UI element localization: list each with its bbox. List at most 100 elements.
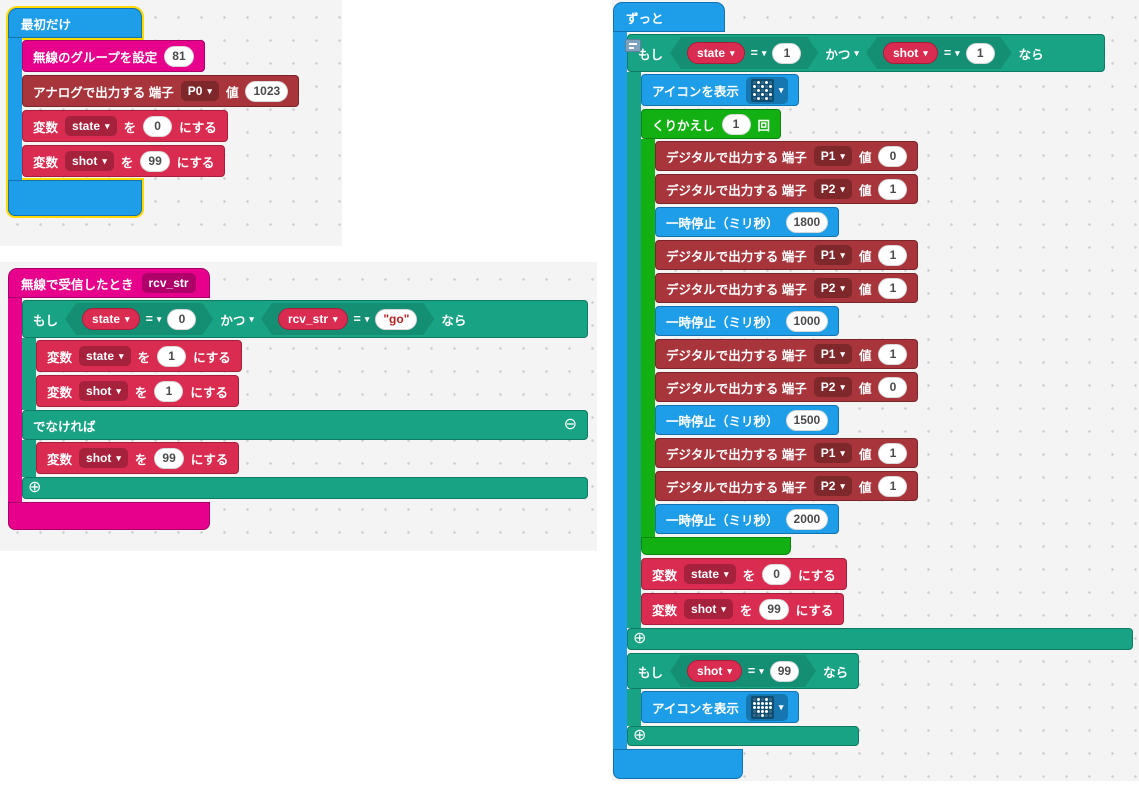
radio-set-group-block[interactable]: 無線のグループを設定 81	[22, 40, 205, 72]
set-variable-state-block[interactable]: 変数 state ▾ を 1 にする	[36, 340, 242, 372]
pin-dropdown[interactable]: P1 ▾	[813, 344, 852, 364]
if-block[interactable]: もし state ▾ = ▾ 1 かつ ▾	[627, 34, 1133, 650]
radio-param-pill[interactable]: rcv_str	[141, 273, 196, 293]
variable-pill[interactable]: state ▾	[687, 42, 745, 64]
digital-write-block[interactable]: デジタルで出力する 端子 P2 ▾ 値 0	[655, 372, 919, 402]
number-field[interactable]: 0	[878, 376, 908, 398]
on-radio-received-hat[interactable]: 無線で受信したとき rcv_str	[8, 268, 210, 298]
number-field[interactable]: 1	[772, 43, 801, 64]
on-radio-received-block[interactable]: 無線で受信したとき rcv_str もし state ▾ = ▾	[8, 268, 588, 530]
else-row[interactable]: でなければ ⊖	[22, 410, 588, 440]
value-field[interactable]: 1	[157, 345, 187, 367]
expand-plus-icon[interactable]: ⊕	[633, 630, 647, 647]
variable-dropdown[interactable]: state ▾	[684, 564, 736, 584]
repeat-block[interactable]: くりかえし 1 回 デジタルで出力する 端子 P1 ▾	[641, 109, 919, 555]
number-field[interactable]: 0	[167, 309, 196, 330]
pin-dropdown[interactable]: P2 ▾	[813, 278, 852, 298]
digital-write-block[interactable]: デジタルで出力する 端子 P1 ▾ 値 0	[655, 141, 919, 171]
number-field[interactable]: 1	[878, 277, 908, 299]
operator-dropdown[interactable]: = ▾	[751, 46, 767, 60]
show-icon-block[interactable]: アイコンを表示 ▾	[641, 74, 800, 106]
variable-pill[interactable]: rcv_str ▾	[278, 308, 348, 330]
on-start-block[interactable]: 最初だけ 無線のグループを設定 81 アナログで出力する 端子 P0 ▾ 値 1…	[8, 8, 300, 216]
comment-icon[interactable]	[625, 39, 641, 52]
number-field[interactable]: 0	[878, 145, 908, 167]
variable-dropdown[interactable]: state ▾	[65, 116, 117, 136]
if-block[interactable]: もし shot ▾ = ▾ 99 なら	[627, 653, 859, 746]
set-variable-shot-block[interactable]: 変数 shot ▾ を 99 にする	[22, 145, 226, 177]
digital-write-block[interactable]: デジタルで出力する 端子 P2 ▾ 値 1	[655, 471, 919, 501]
expand-plus-icon[interactable]: ⊕	[28, 479, 42, 496]
condition-slot[interactable]: shot ▾ = ▾ 99	[670, 655, 816, 687]
forever-hat[interactable]: ずっと	[613, 2, 725, 32]
set-variable-shot-block[interactable]: 変数 shot ▾ を 99 にする	[641, 593, 845, 625]
number-field[interactable]: 1	[878, 178, 908, 200]
pause-block[interactable]: 一時停止（ミリ秒） 1000	[655, 306, 840, 336]
pause-block[interactable]: 一時停止（ミリ秒） 2000	[655, 504, 840, 534]
pin-dropdown[interactable]: P1 ▾	[813, 146, 852, 166]
number-field[interactable]: 1	[878, 244, 908, 266]
icon-dropdown[interactable]: ▾	[745, 693, 789, 721]
icon-dropdown[interactable]: ▾	[745, 76, 789, 104]
variable-dropdown[interactable]: shot ▾	[65, 151, 114, 171]
set-variable-shot-block[interactable]: 変数 shot ▾ を 1 にする	[36, 375, 240, 407]
number-field[interactable]: 1	[878, 475, 908, 497]
condition-slot[interactable]: state ▾ = ▾ 1	[670, 37, 818, 69]
value-field[interactable]: 99	[140, 150, 170, 172]
variable-dropdown[interactable]: shot ▾	[79, 448, 128, 468]
value-field[interactable]: 1	[154, 380, 184, 402]
variable-pill[interactable]: shot ▾	[883, 42, 938, 64]
pin-dropdown[interactable]: P1 ▾	[813, 443, 852, 463]
value-field[interactable]: 0	[762, 563, 792, 585]
variable-dropdown[interactable]: state ▾	[79, 346, 131, 366]
pin-dropdown[interactable]: P2 ▾	[813, 179, 852, 199]
number-field[interactable]: 99	[770, 661, 799, 682]
show-icon-block[interactable]: アイコンを表示 ▾	[641, 691, 800, 723]
pin-dropdown[interactable]: P1 ▾	[813, 245, 852, 265]
digital-write-block[interactable]: デジタルで出力する 端子 P1 ▾ 値 1	[655, 339, 919, 369]
variable-dropdown[interactable]: shot ▾	[684, 599, 733, 619]
radio-group-number-field[interactable]: 81	[164, 45, 194, 67]
if-condition-row[interactable]: もし shot ▾ = ▾ 99 なら	[627, 653, 859, 689]
set-variable-state-block[interactable]: 変数 state ▾ を 0 にする	[22, 110, 228, 142]
operator-dropdown[interactable]: = ▾	[146, 312, 162, 326]
expand-plus-icon[interactable]: ⊕	[633, 727, 647, 744]
collapse-minus-icon[interactable]: ⊖	[563, 416, 577, 433]
string-field[interactable]: "go"	[375, 309, 417, 330]
pin-dropdown[interactable]: P2 ▾	[813, 377, 852, 397]
digital-write-block[interactable]: デジタルで出力する 端子 P2 ▾ 値 1	[655, 273, 919, 303]
set-variable-state-block[interactable]: 変数 state ▾ を 0 にする	[641, 558, 847, 590]
pin-dropdown[interactable]: P2 ▾	[813, 476, 852, 496]
variable-pill[interactable]: state ▾	[82, 308, 140, 330]
digital-write-block[interactable]: デジタルで出力する 端子 P1 ▾ 値 1	[655, 438, 919, 468]
condition-slot[interactable]: shot ▾ = ▾ 1	[866, 37, 1012, 69]
condition-slot[interactable]: rcv_str ▾ = ▾ "go"	[261, 303, 434, 335]
number-field[interactable]: 1800	[785, 211, 829, 233]
digital-write-block[interactable]: デジタルで出力する 端子 P1 ▾ 値 1	[655, 240, 919, 270]
value-field[interactable]: 0	[143, 115, 173, 137]
variable-dropdown[interactable]: shot ▾	[79, 381, 128, 401]
pause-block[interactable]: 一時停止（ミリ秒） 1800	[655, 207, 840, 237]
analog-write-block[interactable]: アナログで出力する 端子 P0 ▾ 値 1023	[22, 75, 300, 107]
analog-value-field[interactable]: 1023	[245, 80, 289, 102]
variable-pill[interactable]: shot ▾	[687, 660, 742, 682]
if-condition-row[interactable]: もし state ▾ = ▾ 0 かつ ▾	[22, 300, 588, 338]
number-field[interactable]: 1	[966, 43, 995, 64]
if-else-block[interactable]: もし state ▾ = ▾ 0 かつ ▾	[22, 300, 588, 499]
repeat-count-field[interactable]: 1	[721, 113, 751, 135]
pause-block[interactable]: 一時停止（ミリ秒） 1500	[655, 405, 840, 435]
digital-write-block[interactable]: デジタルで出力する 端子 P2 ▾ 値 1	[655, 174, 919, 204]
operator-dropdown[interactable]: = ▾	[944, 46, 960, 60]
number-field[interactable]: 1	[878, 343, 908, 365]
operator-dropdown[interactable]: = ▾	[748, 664, 764, 678]
set-variable-shot-block[interactable]: 変数 shot ▾ を 99 にする	[36, 442, 240, 474]
value-field[interactable]: 99	[154, 447, 184, 469]
forever-block[interactable]: ずっと もし state ▾ = ▾	[613, 2, 1133, 779]
number-field[interactable]: 1000	[785, 310, 829, 332]
condition-slot[interactable]: state ▾ = ▾ 0	[65, 303, 213, 335]
value-field[interactable]: 99	[759, 598, 789, 620]
and-dropdown[interactable]: かつ ▾	[220, 310, 254, 329]
on-start-hat[interactable]: 最初だけ	[8, 8, 142, 38]
pin-dropdown[interactable]: P0 ▾	[180, 81, 219, 101]
repeat-header[interactable]: くりかえし 1 回	[641, 109, 782, 139]
